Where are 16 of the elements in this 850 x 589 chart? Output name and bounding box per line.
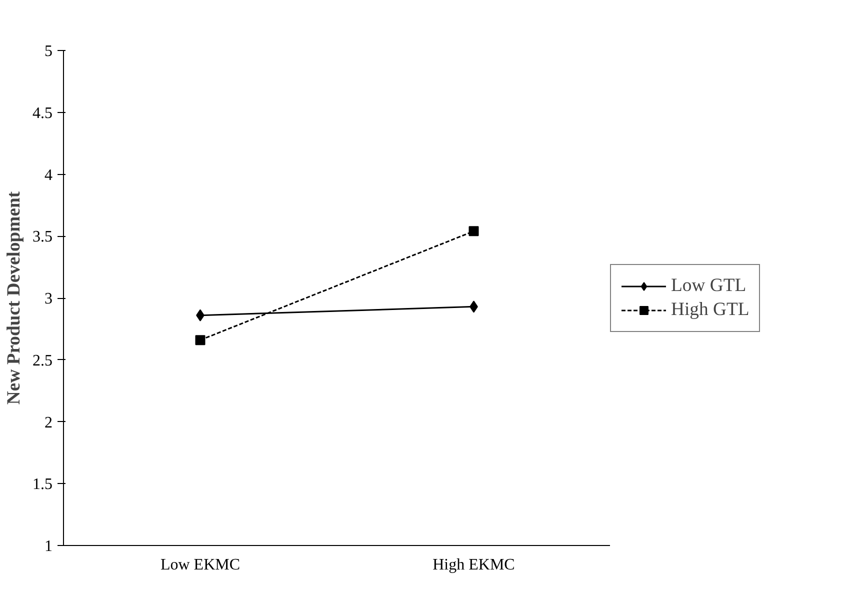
legend-label: Low GTL: [671, 274, 746, 296]
y-tick-label: 2.5: [32, 352, 52, 370]
y-tick-label: 1.5: [32, 476, 52, 494]
point: [468, 226, 479, 236]
legend-label: High GTL: [671, 298, 750, 320]
y-tick-label: 3.5: [32, 228, 52, 246]
y-tick-label: 2: [44, 414, 52, 432]
y-axis-title: New Product Development: [4, 190, 24, 405]
y-tick-label: 3: [44, 290, 52, 308]
point: [195, 335, 206, 346]
x-tick-label: High EKMC: [432, 556, 515, 574]
y-tick-label: 1: [44, 538, 52, 555]
y-tick-label: 4: [44, 166, 52, 184]
y-tick-label: 5: [44, 43, 52, 60]
x-tick-label: Low EKMC: [160, 556, 240, 574]
y-tick-label: 4.5: [32, 104, 52, 122]
